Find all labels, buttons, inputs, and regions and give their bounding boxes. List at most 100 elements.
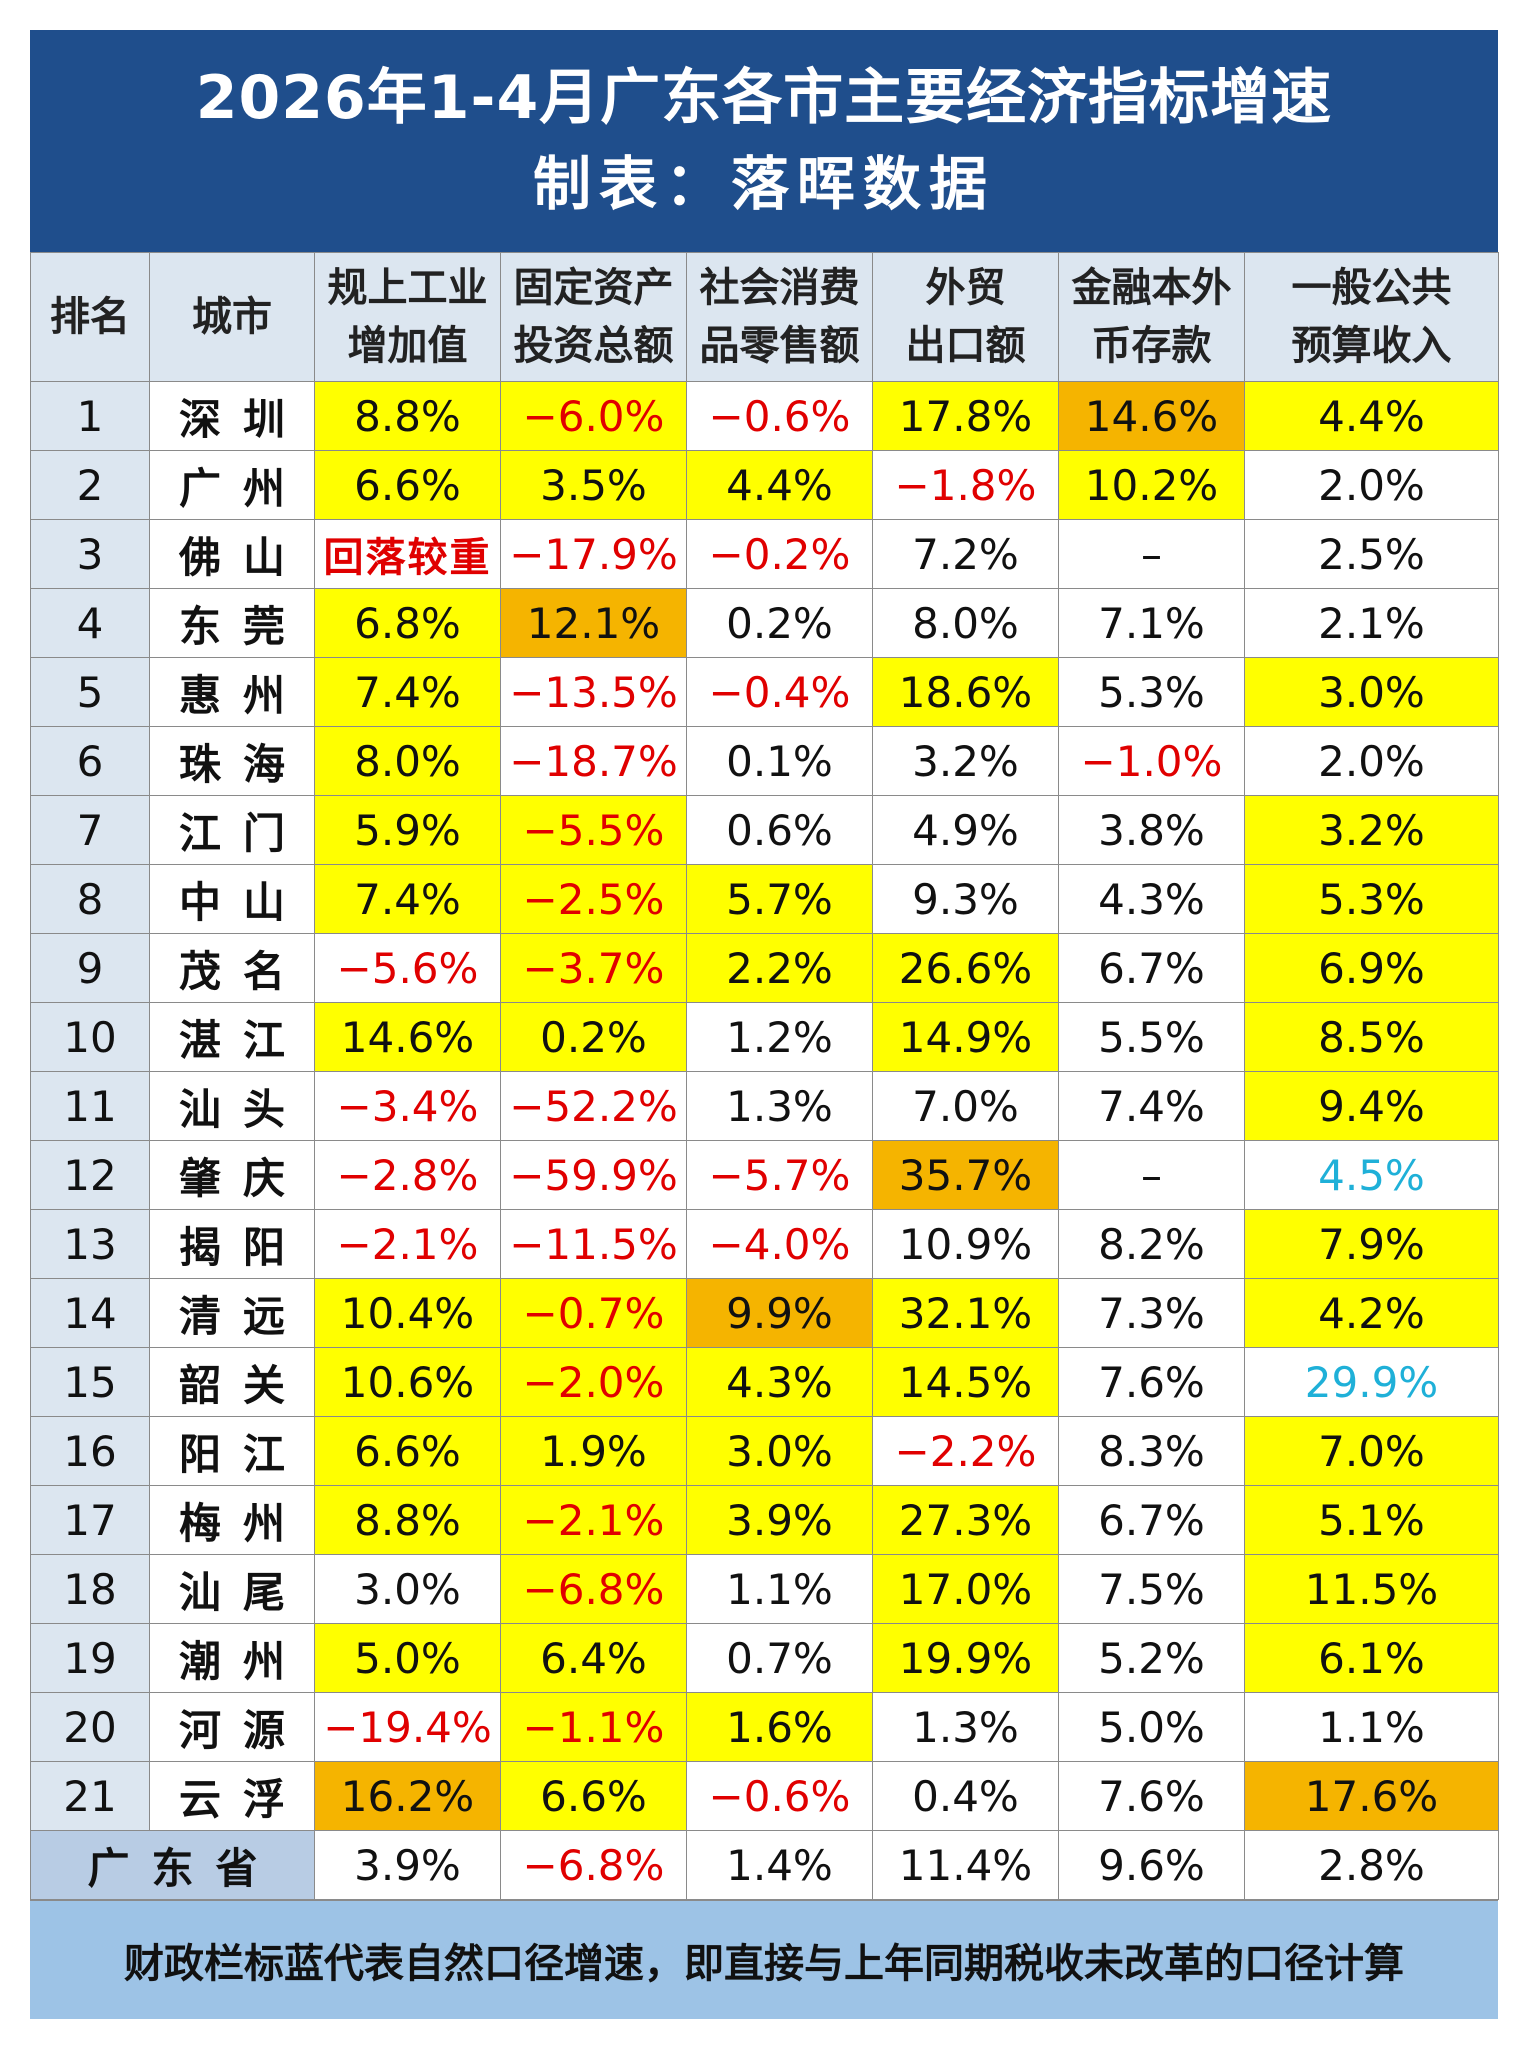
table-cell: 1.6% (686, 1692, 873, 1762)
city-cell: 中山 (149, 864, 315, 934)
city-cell: 梅州 (149, 1485, 315, 1555)
city-cell: 汕尾 (149, 1554, 315, 1624)
table-cell: 3.8% (1058, 795, 1245, 865)
column-header-line2: 币存款 (1091, 323, 1212, 369)
rank-cell: 17 (30, 1485, 150, 1555)
table-cell: 6.6% (314, 450, 501, 520)
column-header: 城市 (149, 252, 315, 382)
table-cell: 0.2% (500, 1002, 687, 1072)
city-cell: 河源 (149, 1692, 315, 1762)
table-cell: 2.0% (1244, 450, 1499, 520)
city-cell: 佛山 (149, 519, 315, 589)
table-cell: −6.8% (500, 1830, 687, 1900)
table-cell: −3.7% (500, 933, 687, 1003)
table-row: 1 深圳 8.8% −6.0% −0.6% 17.8% 14.6% 4.4% (30, 381, 1499, 451)
table-cell: −2.2% (872, 1416, 1059, 1486)
city-cell: 湛江 (149, 1002, 315, 1072)
table-cell: 3.9% (314, 1830, 501, 1900)
table-cell: 6.8% (314, 588, 501, 658)
table-cell: −0.7% (500, 1278, 687, 1348)
table-row: 13 揭阳 −2.1% −11.5% −4.0% 10.9% 8.2% 7.9% (30, 1209, 1499, 1279)
column-header-line1: 固定资产 (513, 265, 674, 311)
column-header-line1: 一般公共 (1291, 265, 1452, 311)
table-cell: 5.5% (1058, 1002, 1245, 1072)
column-header-line1: 规上工业 (327, 265, 488, 311)
table-cell: 8.8% (314, 381, 501, 451)
table-row: 4 东莞 6.8% 12.1% 0.2% 8.0% 7.1% 2.1% (30, 588, 1499, 658)
table-cell: −19.4% (314, 1692, 501, 1762)
rank-cell: 12 (30, 1140, 150, 1210)
rank-cell: 7 (30, 795, 150, 865)
table-cell: −1.8% (872, 450, 1059, 520)
table-cell: 12.1% (500, 588, 687, 658)
table-cell: – (1058, 519, 1245, 589)
table-cell: 17.8% (872, 381, 1059, 451)
table-row: 12 肇庆 −2.8% −59.9% −5.7% 35.7% –4.5% (30, 1140, 1499, 1210)
table-cell: −17.9% (500, 519, 687, 589)
table-cell: −13.5% (500, 657, 687, 727)
table-cell: 17.6% (1244, 1761, 1499, 1831)
page-title: 2026年1-4月广东各市主要经济指标增速 (195, 63, 1333, 133)
column-header-line2: 投资总额 (513, 323, 674, 369)
rank-cell: 8 (30, 864, 150, 934)
table-cell: −2.1% (500, 1485, 687, 1555)
table-cell: 7.1% (1058, 588, 1245, 658)
table-cell: 8.8% (314, 1485, 501, 1555)
table-row: 6 珠海 8.0% −18.7% 0.1% 3.2% −1.0% 2.0% (30, 726, 1499, 796)
table-row: 3 佛山 回落较重 −17.9% −0.2% 7.2% –2.5% (30, 519, 1499, 589)
table-cell: 14.6% (1058, 381, 1245, 451)
table-header-row: 排名 城市 规上工业 增加值 固定资产 投资总额 社会消费 品零售额 外贸 出口额 金融本外 币存款一… (30, 252, 1499, 382)
table-row: 17 梅州 8.8% −2.1% 3.9% 27.3% 6.7% 5.1% (30, 1485, 1499, 1555)
table-cell: 1.4% (686, 1830, 873, 1900)
table-cell: 1.3% (872, 1692, 1059, 1762)
table-cell: 11.5% (1244, 1554, 1499, 1624)
footer-note: 财政栏标蓝代表自然口径增速，即直接与上年同期税收未改革的口径计算 (30, 1900, 1498, 2019)
rank-cell: 11 (30, 1071, 150, 1141)
table-cell: 5.7% (686, 864, 873, 934)
table-cell: – (1058, 1140, 1245, 1210)
column-header-line2: 增加值 (347, 323, 468, 369)
table-cell: 6.4% (500, 1623, 687, 1693)
table-cell: 2.1% (1244, 588, 1499, 658)
table-cell: 3.2% (1244, 795, 1499, 865)
table-cell: 2.8% (1244, 1830, 1499, 1900)
table-cell: 4.5% (1244, 1140, 1499, 1210)
table-cell: 10.2% (1058, 450, 1245, 520)
table-cell: −2.0% (500, 1347, 687, 1417)
column-header-line1: 社会消费 (699, 265, 860, 311)
table-cell: 14.6% (314, 1002, 501, 1072)
table-cell: 2.5% (1244, 519, 1499, 589)
table-cell: 6.7% (1058, 933, 1245, 1003)
table-row: 19 潮州 5.0% 6.4% 0.7% 19.9% 5.2% 6.1% (30, 1623, 1499, 1693)
table-cell: −0.6% (686, 381, 873, 451)
table-cell: 7.4% (314, 657, 501, 727)
column-header-line1: 金融本外 (1071, 265, 1232, 311)
rank-cell: 3 (30, 519, 150, 589)
table-cell: −5.7% (686, 1140, 873, 1210)
table-cell: 6.9% (1244, 933, 1499, 1003)
city-cell: 江门 (149, 795, 315, 865)
table-cell: 14.5% (872, 1347, 1059, 1417)
table-cell: 5.2% (1058, 1623, 1245, 1693)
table-cell: 16.2% (314, 1761, 501, 1831)
table-cell: 3.0% (686, 1416, 873, 1486)
table-cell: −11.5% (500, 1209, 687, 1279)
table-cell: 5.3% (1058, 657, 1245, 727)
table-cell: 1.1% (1244, 1692, 1499, 1762)
table-cell: 26.6% (872, 933, 1059, 1003)
table-row: 21 云浮 16.2% 6.6% −0.6% 0.4% 7.6% 17.6% (30, 1761, 1499, 1831)
table-cell: 4.4% (1244, 381, 1499, 451)
table-cell: 1.1% (686, 1554, 873, 1624)
table-cell: 27.3% (872, 1485, 1059, 1555)
table-cell: 2.0% (1244, 726, 1499, 796)
city-cell: 韶关 (149, 1347, 315, 1417)
province-label: 广东省 (30, 1830, 315, 1900)
table-cell: 7.6% (1058, 1761, 1245, 1831)
table-cell: 19.9% (872, 1623, 1059, 1693)
table-cell: 1.9% (500, 1416, 687, 1486)
rank-cell: 15 (30, 1347, 150, 1417)
table-cell: 3.0% (1244, 657, 1499, 727)
rank-cell: 2 (30, 450, 150, 520)
table-row: 2 广州 6.6% 3.5% 4.4% −1.8% 10.2% 2.0% (30, 450, 1499, 520)
rank-cell: 18 (30, 1554, 150, 1624)
